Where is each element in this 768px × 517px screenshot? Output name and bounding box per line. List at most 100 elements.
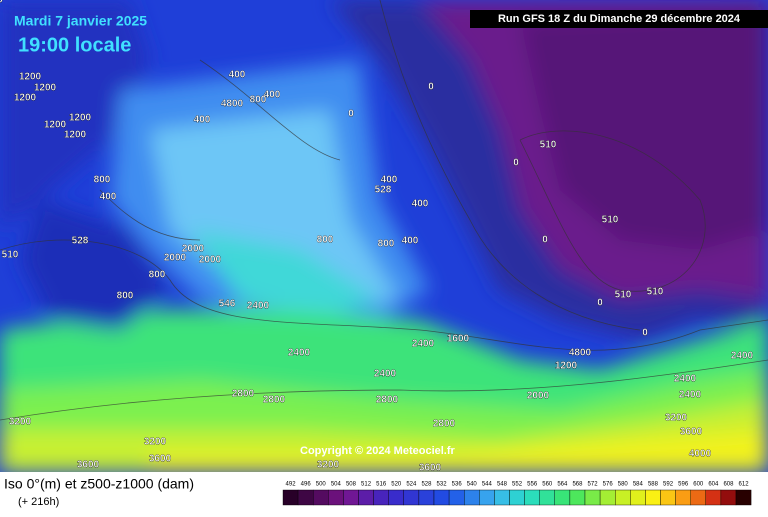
- colorbar-swatch: [479, 489, 495, 506]
- colorbar-swatch: [403, 489, 420, 506]
- contour-label: 2400: [288, 348, 311, 359]
- contour-labels: 1200120012001200120012008004004004008004…: [0, 0, 754, 474]
- contour-label: 4000: [689, 449, 712, 460]
- colorbar-swatch: [373, 489, 389, 506]
- contour-label: 546: [219, 299, 236, 310]
- contour-label: 800: [378, 239, 395, 250]
- contour-label: 2800: [232, 389, 255, 400]
- colorbar-swatch: [660, 489, 676, 506]
- contour-label: 2800: [376, 395, 399, 406]
- contour-label: 2400: [674, 374, 697, 385]
- colorbar-label: 524: [406, 482, 417, 488]
- colorbar-swatch: [433, 489, 450, 506]
- colorbar-label: 556: [527, 482, 538, 488]
- colorbar-swatch: [358, 489, 374, 506]
- colorbar-swatch: [494, 489, 510, 506]
- colorbar-swatch: [720, 489, 737, 506]
- colorbar-swatch: [599, 489, 616, 506]
- contour-label: 0: [348, 109, 354, 120]
- contour-label: 400: [412, 199, 429, 210]
- contour-label: 1200: [44, 120, 67, 131]
- contour-label: 2000: [164, 253, 187, 264]
- contour-label: 2800: [433, 419, 456, 430]
- contour-label: 2400: [731, 351, 754, 362]
- colorbar-swatch: [464, 489, 480, 506]
- colorbar-swatch: [282, 489, 299, 506]
- colorbar-label: 564: [557, 482, 568, 488]
- colorbar-swatch: [388, 489, 405, 506]
- colorbar-swatch: [328, 489, 344, 506]
- colorbar-label: 576: [603, 482, 614, 488]
- colorbar-label: 608: [723, 482, 734, 488]
- contour-label: 1200: [64, 130, 87, 141]
- contour-label: 800: [250, 95, 267, 106]
- colorbar-label: 592: [663, 482, 674, 488]
- contour-label: 3600: [149, 454, 172, 465]
- contour-label: 528: [375, 185, 392, 196]
- contour-label: 3600: [680, 427, 703, 438]
- colorbar-label: 508: [346, 482, 357, 488]
- contour-label: 3200: [317, 460, 340, 471]
- contour-label: 800: [117, 291, 134, 302]
- colorbar-label: 532: [437, 482, 448, 488]
- contour-label: 2400: [412, 339, 435, 350]
- contour-label: 400: [402, 236, 419, 247]
- contour-label: 1200: [19, 72, 42, 83]
- contour-label: 0: [597, 298, 603, 309]
- colorbar-label: 520: [391, 482, 402, 488]
- contour-label: 1200: [69, 113, 92, 124]
- copyright: Copyright © 2024 Meteociel.fr: [300, 445, 456, 457]
- colorbar-label: 544: [482, 482, 493, 488]
- colorbar-label: 552: [512, 482, 523, 488]
- colorbar-label: 568: [572, 482, 583, 488]
- contour-label: 2400: [247, 301, 270, 312]
- contour-label: 1200: [555, 361, 578, 372]
- colorbar-swatch: [524, 489, 540, 506]
- contour-label: 0: [542, 235, 548, 246]
- contour-label: 400: [194, 115, 211, 126]
- contour-label: 1600: [447, 334, 470, 345]
- contour-label: 2000: [182, 244, 205, 255]
- colorbar-swatch: [615, 489, 631, 506]
- time-label: 19:00 locale: [18, 34, 131, 56]
- colorbar-label: 500: [316, 482, 327, 488]
- contour-label: 2400: [374, 369, 397, 380]
- colorbar-label: 512: [361, 482, 372, 488]
- colorbar-swatch: [630, 489, 646, 506]
- colorbar-label: 548: [497, 482, 508, 488]
- contour-label: 0: [513, 158, 519, 169]
- colorbar-swatch: [448, 489, 465, 506]
- contour-label: 2800: [263, 395, 286, 406]
- colorbar-label: 492: [286, 482, 297, 488]
- contour-label: 400: [264, 90, 281, 101]
- contour-label: 3600: [77, 460, 100, 471]
- colorbar-label: 504: [331, 482, 342, 488]
- contour-label: 510: [540, 140, 557, 151]
- contour-label: 1200: [14, 93, 37, 104]
- colorbar-label: 604: [708, 482, 719, 488]
- contour-label: 2000: [527, 391, 550, 402]
- run-bar: [470, 10, 768, 28]
- contour-label: 510: [602, 215, 619, 226]
- contour-label: 1200: [34, 83, 57, 94]
- contour-label: 400: [100, 192, 117, 203]
- colorbar-label: 516: [376, 482, 387, 488]
- date-label: Mardi 7 janvier 2025: [14, 13, 147, 29]
- colorbar-swatch: [539, 489, 556, 506]
- colorbar-swatch: [645, 489, 661, 506]
- contour-label: 400: [381, 175, 398, 186]
- colorbar-swatch: [418, 489, 435, 506]
- contour-label: 800: [317, 235, 334, 246]
- contour-label: 528: [72, 236, 89, 247]
- colorbar: 492 496 500 504 508 512 516 520 524 528 532 536 540 5…: [282, 482, 752, 506]
- colorbar-swatch: [313, 489, 329, 506]
- colorbar-swatch: [554, 489, 571, 506]
- colorbar-swatch: [705, 489, 722, 506]
- contour-label: 4800: [221, 99, 244, 110]
- colorbar-swatch: [690, 489, 707, 506]
- colorbar-label: 612: [739, 482, 750, 488]
- contour-label: 800: [94, 175, 111, 186]
- contour-label: 3200: [9, 417, 32, 428]
- colorbar-label: 496: [301, 482, 312, 488]
